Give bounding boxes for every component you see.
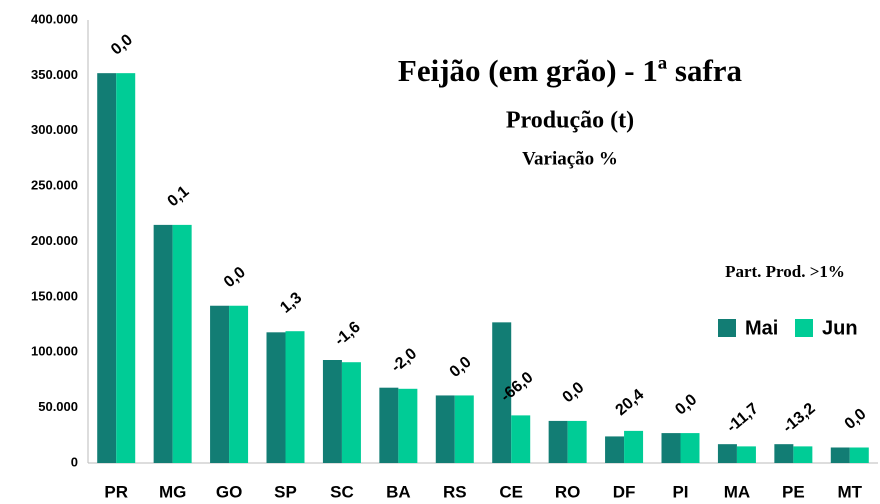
data-label: -2,0: [388, 345, 420, 376]
legend-label: Mai: [745, 317, 778, 339]
bar: [511, 415, 531, 463]
annotation: Variação %: [522, 148, 618, 169]
note: Part. Prod. >1%: [725, 262, 845, 281]
bar: [830, 447, 850, 463]
bar: [172, 224, 192, 463]
x-tick-label: GO: [216, 482, 242, 501]
bar: [793, 446, 813, 463]
data-label: -11,7: [724, 400, 762, 436]
data-label: 0,0: [221, 264, 249, 291]
x-tick-label: RO: [555, 482, 581, 501]
chart-subtitle: Produção (t): [506, 108, 634, 134]
x-tick-label: SC: [330, 482, 354, 501]
bar: [266, 332, 286, 463]
bar: [717, 444, 737, 463]
bar: [322, 360, 342, 463]
y-tick-label: 250.000: [31, 178, 78, 193]
legend-swatch: [718, 319, 736, 337]
x-tick-label: MG: [159, 482, 186, 501]
bar: [285, 331, 305, 463]
legend-swatch: [795, 319, 813, 337]
x-tick-label: BA: [386, 482, 411, 501]
data-label: 1,3: [277, 289, 305, 316]
data-label: 0,1: [164, 183, 192, 210]
y-tick-label: 150.000: [31, 288, 78, 303]
bar: [229, 305, 249, 463]
x-tick-label: SP: [274, 482, 297, 501]
bar: [379, 387, 399, 463]
y-tick-label: 350.000: [31, 67, 78, 82]
bar: [210, 305, 230, 463]
bar: [341, 362, 361, 463]
x-tick-label: PR: [104, 482, 128, 501]
bar: [661, 433, 681, 463]
data-label: -13,2: [780, 400, 819, 437]
bar: [774, 444, 794, 463]
x-tick-label: MT: [838, 482, 863, 501]
bar: [736, 446, 756, 463]
bar: [492, 322, 512, 463]
x-tick-label: RS: [443, 482, 467, 501]
y-tick-label: 50.000: [38, 399, 78, 414]
bar: [116, 73, 136, 463]
y-tick-label: 400.000: [31, 11, 78, 26]
bar: [153, 224, 173, 463]
bar: [97, 73, 117, 463]
bar: [398, 388, 418, 463]
bar: [849, 447, 869, 463]
data-label: -1,6: [332, 319, 364, 350]
data-label: 0,0: [672, 391, 700, 418]
bar: [567, 420, 587, 463]
bar: [624, 430, 644, 463]
data-label: 0,0: [842, 406, 870, 433]
y-tick-label: 200.000: [31, 233, 78, 248]
x-tick-label: PE: [782, 482, 805, 501]
x-tick-label: MA: [724, 482, 750, 501]
bar: [548, 420, 568, 463]
bar: [454, 395, 474, 463]
data-label: 0,0: [108, 31, 136, 58]
y-tick-label: 100.000: [31, 344, 78, 359]
y-tick-label: 300.000: [31, 122, 78, 137]
y-tick-label: 0: [71, 454, 78, 469]
data-label: 0,0: [559, 379, 587, 406]
chart-title: Feijão (em grão) - 1ª safra: [398, 53, 743, 88]
legend-label: Jun: [822, 317, 858, 339]
data-label: 0,0: [447, 354, 475, 381]
x-tick-label: CE: [499, 482, 523, 501]
data-label: 20,4: [612, 386, 647, 419]
bar: [680, 433, 700, 463]
bar: [435, 395, 455, 463]
bar: [605, 436, 625, 463]
x-tick-label: PI: [672, 482, 688, 501]
x-tick-label: DF: [613, 482, 636, 501]
